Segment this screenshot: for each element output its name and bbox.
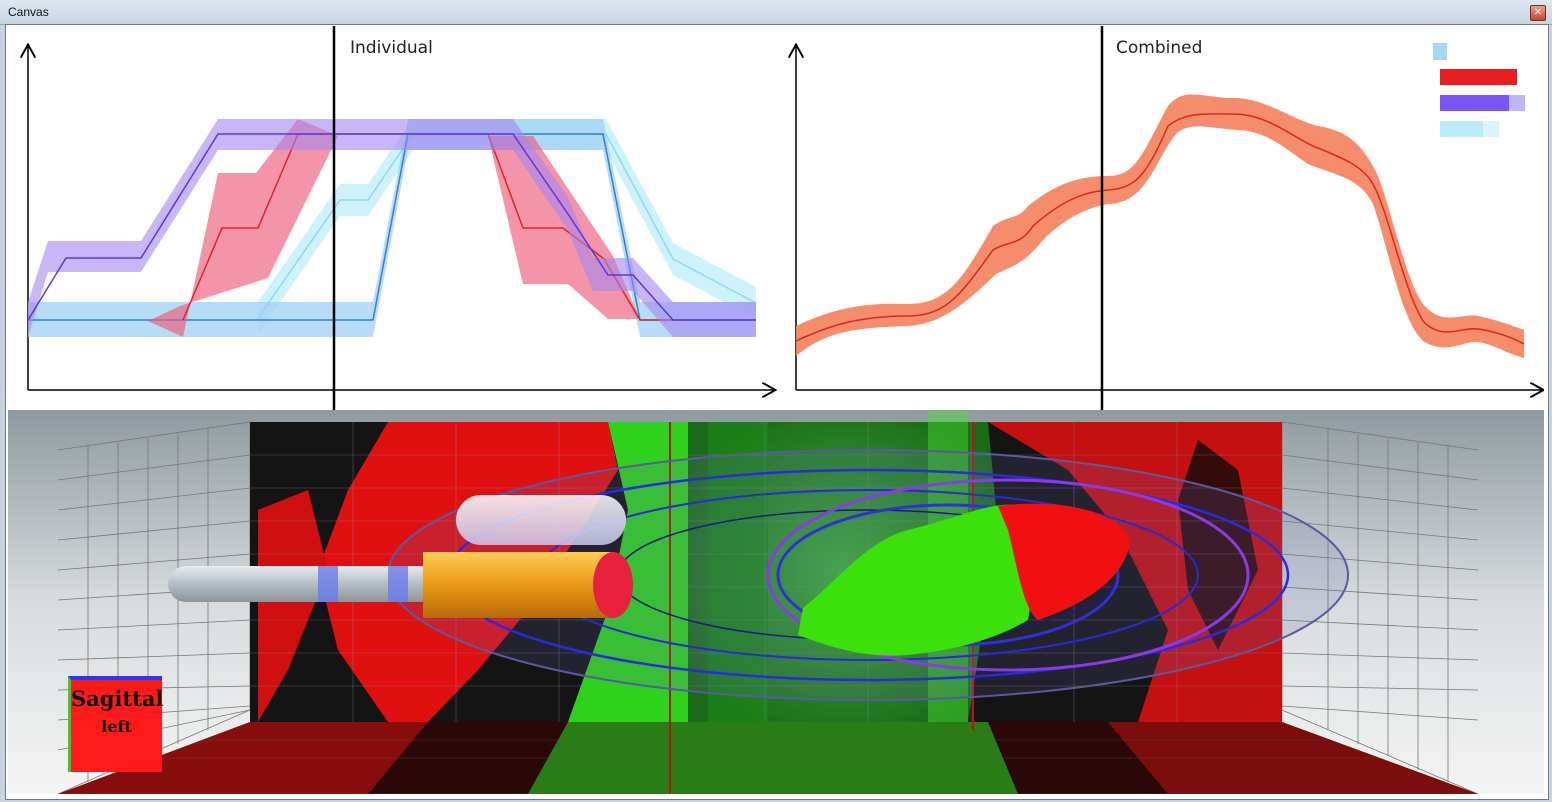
combined-plot: Combined [796, 26, 1542, 410]
lead-shaft [168, 566, 438, 602]
combined-mean-line [795, 113, 1525, 345]
series-line-purple [27, 133, 756, 321]
individual-plot: Individual [28, 26, 774, 410]
legend-swatch-lightblue [1433, 43, 1447, 60]
orientation-label-side: left [101, 717, 132, 736]
combined-plot-title: Combined [1116, 38, 1202, 58]
series-band-blue [28, 119, 756, 337]
individual-plot-title: Individual [350, 38, 433, 58]
series-band-cyan [258, 119, 756, 334]
3d-viewport[interactable] [8, 410, 1544, 794]
window-title: Canvas [8, 5, 49, 19]
scene-svg [8, 410, 1544, 794]
dbs-lead[interactable] [168, 495, 633, 618]
legend-swatch-red [1440, 69, 1517, 85]
lead-contact-active [423, 552, 613, 618]
plots-panel: Individual Combined [8, 26, 1544, 410]
orientation-label-view: Sagittal [71, 686, 164, 711]
close-icon[interactable]: ✕ [1530, 5, 1546, 21]
lead-ghost [456, 495, 626, 545]
orientation-cube[interactable]: Sagittal left [68, 676, 164, 772]
title-bar: Canvas ✕ [0, 0, 1552, 25]
plots-svg: Individual Combined [8, 26, 1544, 410]
vta-blob[interactable] [798, 503, 1130, 656]
legend-swatch-purple [1440, 95, 1509, 111]
lead-tip [593, 552, 633, 618]
series-band-purple [28, 119, 756, 337]
combined-band [796, 94, 1524, 358]
volume-slice-floor [58, 722, 1478, 794]
legend-swatch-cyan [1440, 121, 1483, 137]
